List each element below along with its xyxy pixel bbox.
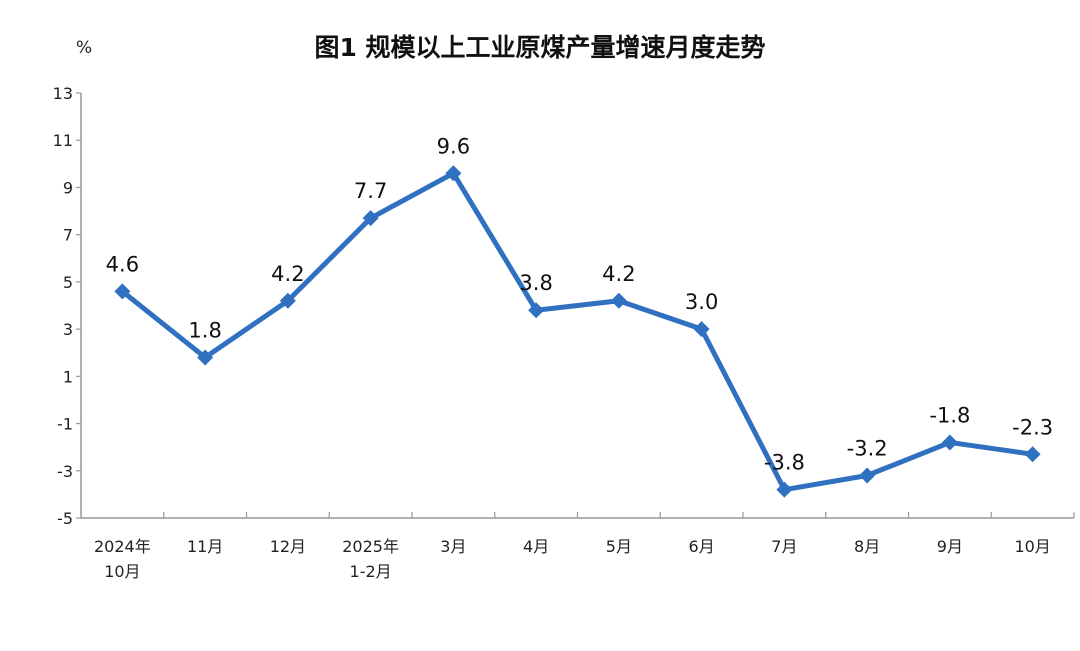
data-point-marker — [1024, 446, 1041, 463]
data-label: 3.0 — [685, 290, 718, 314]
data-label: -3.2 — [847, 437, 888, 461]
x-tick-label: 6月 — [689, 537, 715, 556]
data-label: 7.7 — [354, 179, 387, 203]
data-point-marker — [776, 481, 793, 498]
x-tick-label: 11月 — [187, 537, 223, 556]
data-point-marker — [941, 434, 958, 451]
x-tick-label: 2025年 — [342, 537, 399, 556]
data-point-marker — [197, 349, 214, 366]
y-tick-label: 13 — [53, 84, 73, 103]
y-tick-label: -3 — [57, 462, 73, 481]
x-tick-label: 12月 — [270, 537, 306, 556]
chart-title: 图1 规模以上工业原煤产量增速月度走势 — [314, 33, 766, 62]
y-tick-label: 7 — [63, 226, 73, 245]
data-point-marker — [114, 283, 131, 300]
y-tick-label: 5 — [63, 273, 73, 292]
data-label: 4.2 — [271, 262, 304, 286]
x-tick-label: 7月 — [771, 537, 797, 556]
data-label: 4.2 — [602, 262, 635, 286]
x-tick-label: 8月 — [854, 537, 880, 556]
series-line — [120, 170, 1033, 493]
data-label: 9.6 — [437, 134, 470, 158]
data-point-marker — [693, 321, 710, 338]
data-label: -1.8 — [929, 403, 970, 427]
x-tick-label: 1-2月 — [350, 562, 392, 581]
x-tick-label: 2024年 — [94, 537, 151, 556]
x-tick-label: 10月 — [104, 562, 140, 581]
data-label: 3.8 — [519, 271, 552, 295]
x-tick-label: 4月 — [523, 537, 549, 556]
x-tick-label: 3月 — [440, 537, 466, 556]
data-point-marker — [362, 210, 379, 227]
x-tick-label: 5月 — [606, 537, 632, 556]
data-point-marker — [445, 165, 462, 182]
y-tick-label: 11 — [53, 131, 73, 150]
y-tick-label: 1 — [63, 367, 73, 386]
data-label: 1.8 — [188, 318, 221, 342]
x-tick-label: 10月 — [1014, 537, 1050, 556]
data-point-marker — [528, 302, 545, 319]
y-axis-unit: % — [76, 38, 93, 58]
x-tick-label: 9月 — [937, 537, 963, 556]
y-tick-label: -1 — [57, 415, 73, 434]
data-point-marker — [610, 292, 627, 309]
data-label: 4.6 — [106, 252, 139, 276]
y-tick-label: -5 — [57, 509, 73, 528]
y-tick-label: 3 — [63, 320, 73, 339]
y-tick-label: 9 — [63, 178, 73, 197]
data-point-marker — [279, 292, 296, 309]
data-label: -2.3 — [1012, 415, 1053, 439]
data-point-marker — [859, 467, 876, 484]
data-label: -3.8 — [764, 451, 805, 475]
